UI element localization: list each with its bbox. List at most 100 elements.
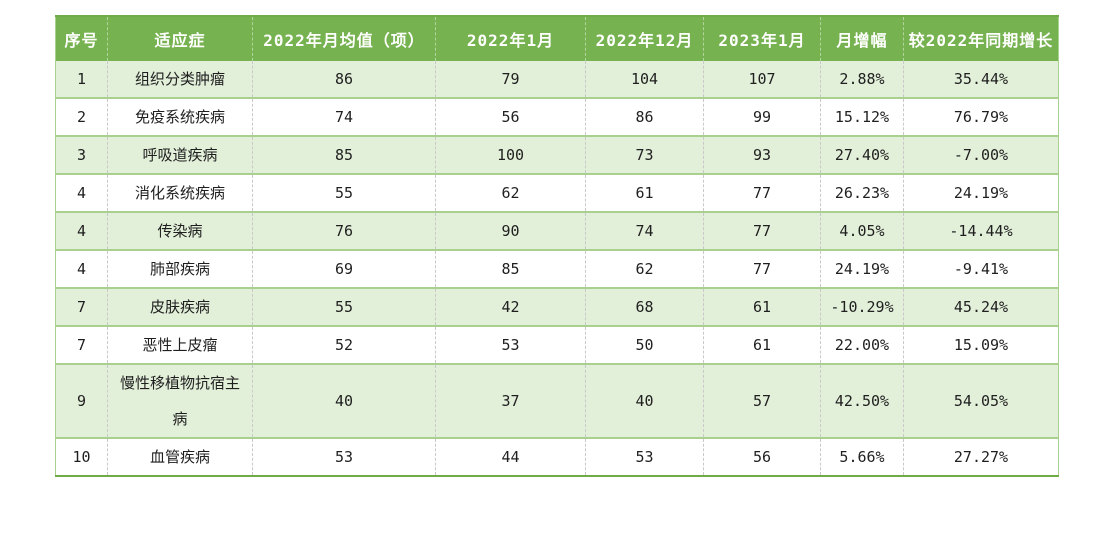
value-cell: 52 [252,325,436,364]
value-cell: -14.44% [903,211,1059,250]
column-header: 2022年12月 [585,16,704,61]
value-cell: 27.27% [903,437,1059,476]
value-cell: 42 [435,287,586,326]
value-cell: 86 [252,61,436,98]
column-header: 月增幅 [820,16,904,61]
value-cell: 57 [703,363,821,438]
value-cell: 77 [703,211,821,250]
value-cell: 68 [585,287,704,326]
value-cell: 2.88% [820,61,904,98]
rank-cell: 10 [55,437,108,476]
indication-cell: 呼吸道疾病 [107,135,253,174]
column-header: 序号 [55,16,108,61]
indication-cell: 恶性上皮瘤 [107,325,253,364]
table-row: 1 组织分类肿瘤 86 79 104 107 2.88% 35.44% [55,61,1059,98]
table-body: 1 组织分类肿瘤 86 79 104 107 2.88% 35.44% 2 免疫系统疾病 74 56 8… [55,61,1059,476]
table-row: 3 呼吸道疾病 85 100 73 93 27.40% -7.00% [55,135,1059,174]
value-cell: 24.19% [903,173,1059,212]
value-cell: 37 [435,363,586,438]
rank-cell: 3 [55,135,108,174]
value-cell: 53 [435,325,586,364]
value-cell: 53 [585,437,704,476]
column-header: 2022年1月 [435,16,586,61]
value-cell: 56 [703,437,821,476]
value-cell: -10.29% [820,287,904,326]
indication-cell: 传染病 [107,211,253,250]
indication-cell: 肺部疾病 [107,249,253,288]
value-cell: 4.05% [820,211,904,250]
column-header: 较2022年同期增长 [903,16,1059,61]
value-cell: 61 [703,287,821,326]
value-cell: 44 [435,437,586,476]
value-cell: 62 [585,249,704,288]
indication-cell: 慢性移植物抗宿主病 [107,363,253,438]
value-cell: 100 [435,135,586,174]
table-row: 7 皮肤疾病 55 42 68 61 -10.29% 45.24% [55,287,1059,326]
value-cell: 35.44% [903,61,1059,98]
value-cell: 40 [252,363,436,438]
indication-cell: 消化系统疾病 [107,173,253,212]
value-cell: 90 [435,211,586,250]
value-cell: 53 [252,437,436,476]
header-row: 序号 适应症 2022年月均值（项） 2022年1月 2022年12月 2023年1月 月增… [55,16,1059,61]
rank-cell: 4 [55,249,108,288]
rank-cell: 4 [55,173,108,212]
value-cell: 76 [252,211,436,250]
value-cell: 69 [252,249,436,288]
value-cell: 76.79% [903,97,1059,136]
value-cell: 73 [585,135,704,174]
value-cell: 56 [435,97,586,136]
page: 序号 适应症 2022年月均值（项） 2022年1月 2022年12月 2023年1月 月增… [55,15,1111,477]
table-row: 4 消化系统疾病 55 62 61 77 26.23% 24.19% [55,173,1059,212]
value-cell: 99 [703,97,821,136]
indication-cell: 血管疾病 [107,437,253,476]
indication-cell: 组织分类肿瘤 [107,61,253,98]
value-cell: 15.12% [820,97,904,136]
value-cell: 22.00% [820,325,904,364]
rank-cell: 7 [55,287,108,326]
value-cell: 27.40% [820,135,904,174]
value-cell: 93 [703,135,821,174]
value-cell: 24.19% [820,249,904,288]
value-cell: 107 [703,61,821,98]
value-cell: 86 [585,97,704,136]
value-cell: 104 [585,61,704,98]
table-row: 9 慢性移植物抗宿主病 40 37 40 57 42.50% 54.05% [55,363,1059,438]
value-cell: 77 [703,249,821,288]
value-cell: 85 [252,135,436,174]
value-cell: 5.66% [820,437,904,476]
column-header: 适应症 [107,16,253,61]
value-cell: 26.23% [820,173,904,212]
indications-table: 序号 适应症 2022年月均值（项） 2022年1月 2022年12月 2023年1月 月增… [55,15,1059,477]
rank-cell: 9 [55,363,108,438]
column-header: 2023年1月 [703,16,821,61]
table-row: 4 肺部疾病 69 85 62 77 24.19% -9.41% [55,249,1059,288]
indication-cell: 免疫系统疾病 [107,97,253,136]
value-cell: 77 [703,173,821,212]
value-cell: 40 [585,363,704,438]
rank-cell: 7 [55,325,108,364]
column-header: 2022年月均值（项） [252,16,436,61]
value-cell: 79 [435,61,586,98]
value-cell: 54.05% [903,363,1059,438]
table-row: 10 血管疾病 53 44 53 56 5.66% 27.27% [55,437,1059,476]
value-cell: 61 [703,325,821,364]
value-cell: 42.50% [820,363,904,438]
value-cell: -7.00% [903,135,1059,174]
value-cell: 61 [585,173,704,212]
table-row: 2 免疫系统疾病 74 56 86 99 15.12% 76.79% [55,97,1059,136]
value-cell: 74 [585,211,704,250]
value-cell: 45.24% [903,287,1059,326]
value-cell: 85 [435,249,586,288]
value-cell: 62 [435,173,586,212]
rank-cell: 4 [55,211,108,250]
rank-cell: 2 [55,97,108,136]
table-row: 7 恶性上皮瘤 52 53 50 61 22.00% 15.09% [55,325,1059,364]
value-cell: 50 [585,325,704,364]
value-cell: 15.09% [903,325,1059,364]
value-cell: 55 [252,287,436,326]
rank-cell: 1 [76,70,87,88]
value-cell: 55 [252,173,436,212]
indication-cell: 皮肤疾病 [107,287,253,326]
value-cell: 74 [252,97,436,136]
